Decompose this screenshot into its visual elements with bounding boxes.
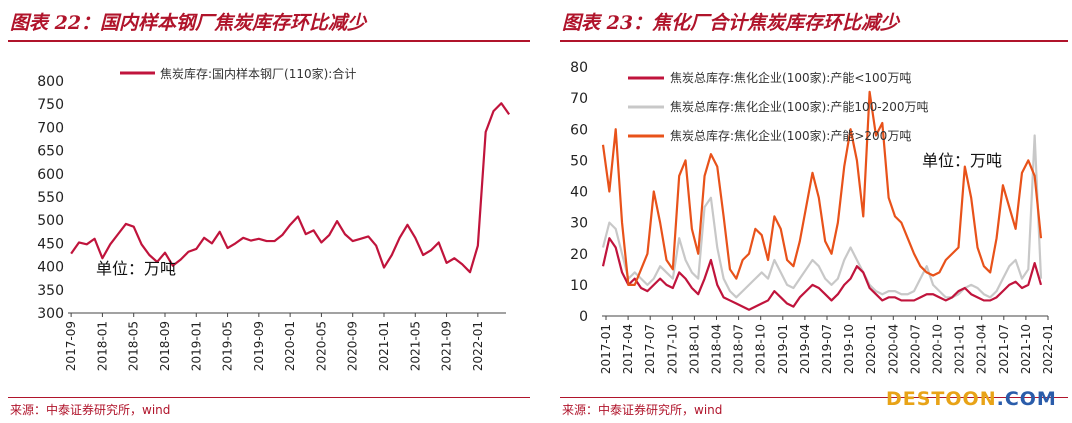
right-series-line-3: [601, 90, 1043, 286]
right-y-tick-label: 70: [570, 91, 588, 107]
right-x-tick-label: 2020-01: [864, 324, 878, 374]
left-x-tick-label: 2020-09: [346, 321, 360, 371]
right-x-tick-label: 2017-10: [665, 324, 679, 374]
right-x-tick-label: 2017-01: [599, 324, 613, 374]
left-x-tick-label: 2019-01: [189, 321, 203, 371]
right-unit-label: 单位：万吨: [922, 151, 1002, 170]
left-y-tick-label: 600: [37, 167, 64, 183]
right-legend-label: 焦炭总库存:焦化企业(100家):产能>200万吨: [670, 128, 911, 143]
left-unit-label: 单位：万吨: [96, 259, 176, 278]
left-y-tick-label: 400: [37, 260, 64, 276]
right-chart-svg: 0 10 20 30 40 50 60 70 80 2017-01 2017-04 2017-07 20…: [570, 60, 1055, 374]
right-chart-source: 来源：中泰证券研究所，wind: [562, 403, 723, 417]
left-x-tick-label: 2020-01: [283, 321, 297, 371]
right-x-tick-label: 2021-04: [975, 324, 989, 374]
left-x-tick-label: 2019-09: [252, 321, 266, 371]
watermark-part-a: DESTOON: [886, 388, 997, 410]
left-x-tick-label: 2018-01: [95, 321, 109, 371]
right-x-tick-label: 2020-04: [886, 324, 900, 374]
right-x-tick-label: 2018-10: [754, 324, 768, 374]
right-x-tick-label: 2017-07: [643, 324, 657, 374]
right-x-tick-label: 2021-07: [997, 324, 1011, 374]
left-y-tick-label: 550: [37, 190, 64, 206]
left-x-tick-label: 2018-09: [158, 321, 172, 371]
left-series-line: [70, 102, 511, 274]
right-y-tick-label: 0: [579, 309, 588, 325]
right-x-tick-label: 2019-07: [820, 324, 834, 374]
right-y-tick-label: 10: [570, 278, 588, 294]
left-y-tick-label: 450: [37, 236, 64, 252]
right-x-tick-label: 2018-07: [732, 324, 746, 374]
left-legend-label: 焦炭库存:国内样本钢厂(110家):合计: [160, 66, 356, 81]
right-y-tick-label: 50: [570, 153, 588, 169]
right-x-tick-label: 2019-04: [798, 324, 812, 374]
right-title-divider: [560, 40, 1068, 42]
right-x-tick-label: 2021-10: [1019, 324, 1033, 374]
right-x-tick-label: 2020-10: [931, 324, 945, 374]
left-y-tick-label: 500: [37, 213, 64, 229]
right-x-tick-label: 2021-01: [953, 324, 967, 374]
right-y-tick-label: 80: [570, 60, 588, 76]
right-chart-title: 图表 23：焦化厂合计焦炭库存环比减少: [562, 12, 900, 34]
left-source-divider: [8, 397, 530, 398]
left-y-tick-label: 300: [37, 306, 64, 322]
right-x-tick-label: 2018-04: [710, 324, 724, 374]
right-x-tick-label: 2018-01: [687, 324, 701, 374]
left-x-tick-label: 2021-09: [440, 321, 454, 371]
right-y-tick-label: 60: [570, 122, 588, 138]
right-legend-label: 焦炭总库存:焦化企业(100家):产能100-200万吨: [670, 99, 929, 114]
right-x-tick-label: 2020-07: [908, 324, 922, 374]
right-chart-panel: 图表 23：焦化厂合计焦炭库存环比减少 0 10 20 30 40 50 60 70 80 201…: [552, 0, 1072, 423]
left-x-tick-label: 2022-01: [471, 321, 485, 371]
left-title-divider: [8, 40, 530, 42]
right-series-line-1: [601, 237, 1043, 311]
left-x-tick-label: 2021-05: [408, 321, 422, 371]
right-x-tick-label: 2019-10: [842, 324, 856, 374]
left-y-tick-label: 800: [37, 74, 64, 90]
right-x-tick-label: 2022-01: [1041, 324, 1055, 374]
left-x-tick-label: 2017-09: [64, 321, 78, 371]
left-chart-title: 图表 22：国内样本钢厂焦炭库存环比减少: [10, 12, 367, 34]
right-x-tick-label: 2019-01: [776, 324, 790, 374]
right-y-tick-label: 40: [570, 185, 588, 201]
right-y-tick-label: 30: [570, 216, 588, 232]
right-legend-label: 焦炭总库存:焦化企业(100家):产能<100万吨: [670, 70, 911, 85]
left-y-tick-label: 700: [37, 120, 64, 136]
right-source-divider: [560, 397, 1068, 398]
watermark-part-b: .COM: [996, 388, 1057, 410]
left-chart-source: 来源：中泰证券研究所，wind: [10, 403, 171, 417]
watermark-logo: DESTOON.COM: [886, 388, 1057, 410]
right-y-tick-label: 20: [570, 247, 588, 263]
left-y-tick-label: 650: [37, 144, 64, 160]
right-x-tick-label: 2017-04: [621, 324, 635, 374]
left-y-tick-label: 750: [37, 97, 64, 113]
right-series-line-2: [601, 134, 1043, 299]
left-x-tick-label: 2020-05: [314, 321, 328, 371]
left-x-tick-label: 2018-05: [127, 321, 141, 371]
left-x-tick-label: 2019-05: [221, 321, 235, 371]
left-y-tick-label: 350: [37, 283, 64, 299]
left-chart-svg: 300 350 400 450 500 550 600 650 700 750 800 2017-09…: [37, 66, 511, 371]
left-x-tick-label: 2021-01: [377, 321, 391, 371]
left-chart-panel: 图表 22：国内样本钢厂焦炭库存环比减少 300 350 400 450 500 550 6…: [0, 0, 532, 423]
